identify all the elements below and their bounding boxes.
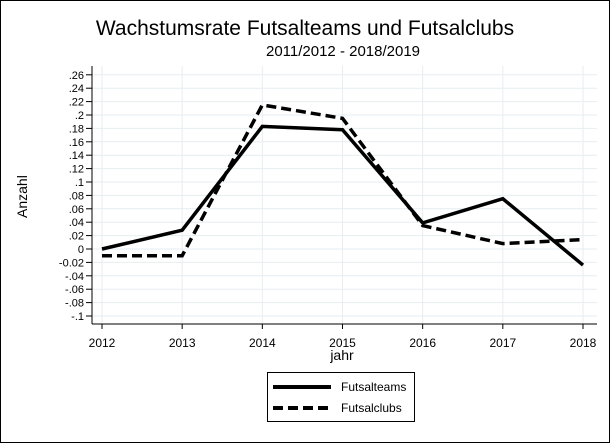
y-tick-label: .26 — [69, 70, 84, 82]
y-tick-label: .2 — [75, 110, 84, 122]
series-line-futsalteams — [101, 124, 585, 267]
y-tick-label: .16 — [69, 137, 84, 149]
y-tick-label: .04 — [69, 217, 84, 229]
y-tick-label: .02 — [69, 231, 84, 243]
y-tick-label: .24 — [69, 83, 84, 95]
x-tick-label: 2015 — [329, 336, 356, 350]
y-tick-label: .18 — [69, 123, 84, 135]
y-tick-label: -0.02 — [59, 257, 84, 269]
x-tick-label: 2018 — [570, 336, 597, 350]
chart-subtitle: 2011/2012 - 2018/2019 — [265, 43, 421, 60]
x-tick-label: 2014 — [249, 336, 276, 350]
x-tick-label: 2012 — [89, 336, 116, 350]
y-tick-label: .1 — [75, 177, 84, 189]
x-tick-label: 2017 — [489, 336, 516, 350]
y-tick-label: .06 — [69, 204, 84, 216]
legend-item-futsalclubs: Futsalclubs — [273, 400, 402, 416]
y-tick-label: .14 — [69, 150, 84, 162]
y-tick-label: 0 — [78, 244, 84, 256]
y-tick-label: .12 — [69, 164, 84, 176]
series-line-futsalclubs — [102, 103, 584, 258]
legend: Futsalteams Futsalclubs — [267, 372, 415, 422]
y-tick-label: .08 — [69, 190, 84, 202]
x-tick-label: 2016 — [409, 336, 436, 350]
dashed-line-swatch-icon — [273, 406, 331, 410]
solid-line-swatch-icon — [273, 385, 331, 389]
x-tick-label: 2013 — [169, 336, 196, 350]
y-tick-label: -.06 — [65, 284, 84, 296]
legend-label: Futsalclubs — [341, 401, 402, 415]
legend-label: Futsalteams — [341, 380, 407, 394]
legend-item-futsalteams: Futsalteams — [273, 379, 406, 395]
x-axis-label: jahr — [330, 347, 354, 363]
chart-title: Wachstumsrate Futsalteams und Futsalclub… — [95, 17, 515, 40]
y-tick-label: -.1 — [71, 311, 84, 323]
y-tick-label: -.04 — [65, 271, 84, 283]
y-tick-label: .22 — [69, 97, 84, 109]
y-tick-label: -.08 — [65, 298, 84, 310]
